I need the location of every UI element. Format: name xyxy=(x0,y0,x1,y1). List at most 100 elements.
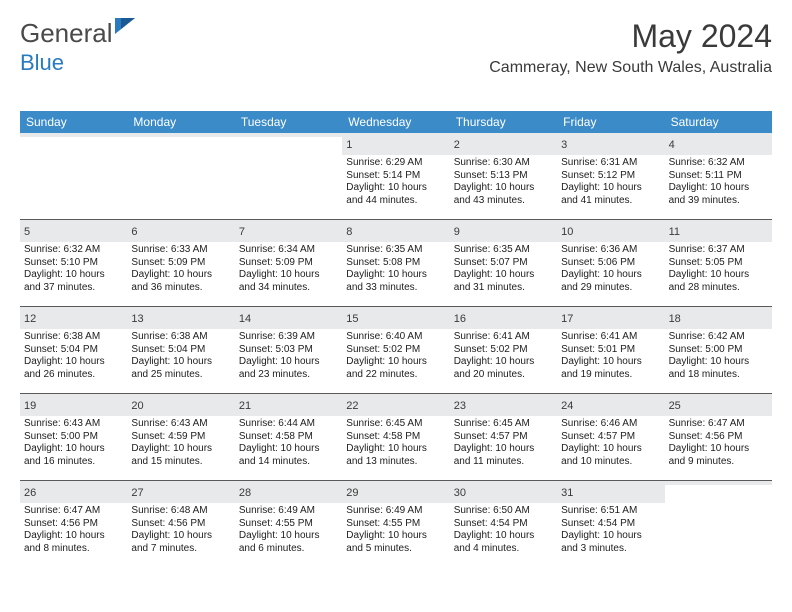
day-body xyxy=(235,137,342,168)
sunset-text: Sunset: 5:14 PM xyxy=(346,170,420,181)
day-number: 11 xyxy=(669,226,680,238)
weekday-header: Tuesday xyxy=(235,111,342,133)
day-number: 22 xyxy=(346,400,358,412)
day-cell: 12Sunrise: 6:38 AMSunset: 5:04 PMDayligh… xyxy=(20,307,127,393)
day-number-row: 26 xyxy=(20,481,127,503)
day-cell: 14Sunrise: 6:39 AMSunset: 5:03 PMDayligh… xyxy=(235,307,342,393)
sunrise-text: Sunrise: 6:32 AM xyxy=(24,244,100,255)
daylight-text: Daylight: 10 hours and 18 minutes. xyxy=(669,356,750,380)
sunset-text: Sunset: 5:01 PM xyxy=(561,344,635,355)
daylight-text: Daylight: 10 hours and 41 minutes. xyxy=(561,182,642,206)
day-body: Sunrise: 6:32 AMSunset: 5:11 PMDaylight:… xyxy=(665,155,772,211)
day-number-row: 24 xyxy=(557,394,664,416)
sunrise-text: Sunrise: 6:46 AM xyxy=(561,418,637,429)
day-body: Sunrise: 6:35 AMSunset: 5:08 PMDaylight:… xyxy=(342,242,449,298)
day-body: Sunrise: 6:41 AM Sunset: 5:01 PMDaylight:… xyxy=(557,329,664,385)
day-body: Sunrise: 6:38 AMSunset: 5:04 PMDaylight:… xyxy=(127,329,234,385)
sunset-text: Sunset: 4:56 PM xyxy=(131,518,205,529)
day-cell: 7Sunrise: 6:34 AMSunset: 5:09 PMDaylight… xyxy=(235,220,342,306)
sunrise-text: Sunrise: 6:45 AM xyxy=(346,418,422,429)
sunrise-text: Sunrise: 6:38 AM xyxy=(24,331,100,342)
day-number-row: 30 xyxy=(450,481,557,503)
sunset-text: Sunset: 5:08 PM xyxy=(346,257,420,268)
sunset-text: Sunset: 4:56 PM xyxy=(669,431,743,442)
sunrise-text: Sunrise: 6:29 AM xyxy=(346,157,422,168)
sunset-text: Sunset: 5:09 PM xyxy=(239,257,313,268)
daylight-text: Daylight: 10 hours and 9 minutes. xyxy=(669,443,750,467)
day-cell: 28Sunrise: 6:49 AMSunset: 4:55 PMDayligh… xyxy=(235,481,342,567)
daylight-text: Daylight: 10 hours and 20 minutes. xyxy=(454,356,535,380)
sunset-text: Sunset: 5:05 PM xyxy=(669,257,743,268)
day-number-row: 3 xyxy=(557,133,664,155)
day-number-row: 12 xyxy=(20,307,127,329)
daylight-text: Daylight: 10 hours and 19 minutes. xyxy=(561,356,642,380)
header: General May 2024 Cammeray, New South Wal… xyxy=(20,18,772,77)
day-number: 2 xyxy=(454,139,460,151)
sunrise-text: Sunrise: 6:41 AM xyxy=(561,331,637,342)
week-row: 12Sunrise: 6:38 AMSunset: 5:04 PMDayligh… xyxy=(20,306,772,393)
sunset-text: Sunset: 5:10 PM xyxy=(24,257,98,268)
sunset-text: Sunset: 5:13 PM xyxy=(454,170,528,181)
day-number-row: 28 xyxy=(235,481,342,503)
day-body: Sunrise: 6:33 AMSunset: 5:09 PMDaylight:… xyxy=(127,242,234,298)
day-number: 30 xyxy=(454,487,466,499)
weekday-header: Thursday xyxy=(450,111,557,133)
day-body: Sunrise: 6:40 AMSunset: 5:02 PMDaylight:… xyxy=(342,329,449,385)
sunrise-text: Sunrise: 6:37 AM xyxy=(669,244,745,255)
weekday-header: Friday xyxy=(557,111,664,133)
day-cell: 6Sunrise: 6:33 AMSunset: 5:09 PMDaylight… xyxy=(127,220,234,306)
sunrise-text: Sunrise: 6:43 AM xyxy=(24,418,100,429)
sunset-text: Sunset: 5:02 PM xyxy=(454,344,528,355)
day-body: Sunrise: 6:29 AMSunset: 5:14 PMDaylight:… xyxy=(342,155,449,211)
day-body: Sunrise: 6:46 AMSunset: 4:57 PMDaylight:… xyxy=(557,416,664,472)
daylight-text: Daylight: 10 hours and 26 minutes. xyxy=(24,356,105,380)
sunset-text: Sunset: 5:07 PM xyxy=(454,257,528,268)
day-body: Sunrise: 6:39 AMSunset: 5:03 PMDaylight:… xyxy=(235,329,342,385)
day-number-row: 31 xyxy=(557,481,664,503)
sunset-text: Sunset: 5:09 PM xyxy=(131,257,205,268)
sunrise-text: Sunrise: 6:43 AM xyxy=(131,418,207,429)
sunset-text: Sunset: 4:58 PM xyxy=(346,431,420,442)
sunrise-text: Sunrise: 6:30 AM xyxy=(454,157,530,168)
day-number-row: 25 xyxy=(665,394,772,416)
sunrise-text: Sunrise: 6:33 AM xyxy=(131,244,207,255)
week-row: 26Sunrise: 6:47 AMSunset: 4:56 PMDayligh… xyxy=(20,480,772,567)
day-body: Sunrise: 6:38 AMSunset: 5:04 PMDaylight:… xyxy=(20,329,127,385)
day-number: 8 xyxy=(346,226,352,238)
day-number-row: 9 xyxy=(450,220,557,242)
day-body: Sunrise: 6:44 AMSunset: 4:58 PMDaylight:… xyxy=(235,416,342,472)
daylight-text: Daylight: 10 hours and 29 minutes. xyxy=(561,269,642,293)
brand-part1: General xyxy=(20,18,113,49)
brand-part2-wrap: Blue xyxy=(20,50,64,76)
weekday-header: Monday xyxy=(127,111,234,133)
month-title: May 2024 xyxy=(489,18,772,55)
sunrise-text: Sunrise: 6:34 AM xyxy=(239,244,315,255)
day-number-row: 11 xyxy=(665,220,772,242)
sunset-text: Sunset: 5:00 PM xyxy=(24,431,98,442)
day-body: Sunrise: 6:42 AMSunset: 5:00 PMDaylight:… xyxy=(665,329,772,385)
day-cell: 8 Sunrise: 6:35 AMSunset: 5:08 PMDaylight… xyxy=(342,220,449,306)
day-number: 25 xyxy=(669,400,681,412)
sunrise-text: Sunrise: 6:45 AM xyxy=(454,418,530,429)
day-number-row: 27 xyxy=(127,481,234,503)
day-body: Sunrise: 6:43 AMSunset: 5:00 PMDaylight:… xyxy=(20,416,127,472)
calendar: SundayMondayTuesdayWednesdayThursdayFrid… xyxy=(20,111,772,567)
day-number: 27 xyxy=(131,487,143,499)
daylight-text: Daylight: 10 hours and 31 minutes. xyxy=(454,269,535,293)
daylight-text: Daylight: 10 hours and 13 minutes. xyxy=(346,443,427,467)
sunrise-text: Sunrise: 6:38 AM xyxy=(131,331,207,342)
day-number-row: 19 xyxy=(20,394,127,416)
day-number-row: 20 xyxy=(127,394,234,416)
day-cell: 19Sunrise: 6:43 AMSunset: 5:00 PMDayligh… xyxy=(20,394,127,480)
day-body xyxy=(665,485,772,516)
daylight-text: Daylight: 10 hours and 14 minutes. xyxy=(239,443,320,467)
day-cell xyxy=(127,133,234,219)
day-body xyxy=(20,137,127,168)
day-number-row: 10 xyxy=(557,220,664,242)
day-body: Sunrise: 6:47 AMSunset: 4:56 PMDaylight:… xyxy=(20,503,127,559)
day-number-row: 2 xyxy=(450,133,557,155)
sunrise-text: Sunrise: 6:40 AM xyxy=(346,331,422,342)
day-body: Sunrise: 6:32 AMSunset: 5:10 PMDaylight:… xyxy=(20,242,127,298)
weeks-container: 1Sunrise: 6:29 AMSunset: 5:14 PMDaylight… xyxy=(20,133,772,567)
sunset-text: Sunset: 4:54 PM xyxy=(454,518,528,529)
